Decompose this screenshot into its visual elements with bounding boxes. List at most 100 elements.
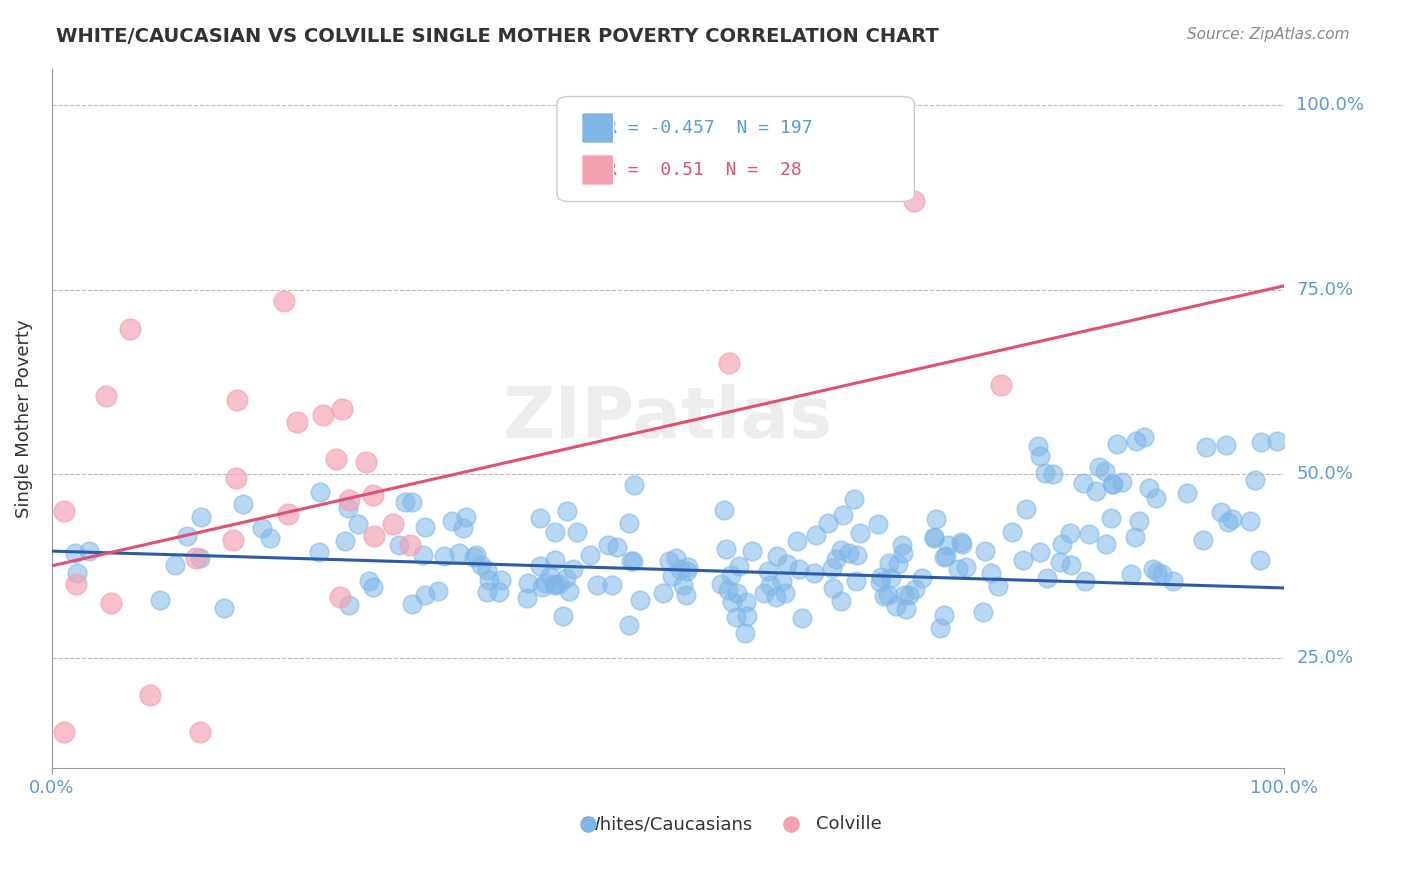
Point — [308, 545, 330, 559]
Point — [817, 516, 839, 530]
Point — [184, 550, 207, 565]
Point — [1102, 476, 1125, 491]
Text: 25.0%: 25.0% — [1296, 649, 1354, 667]
Point — [53, 724, 76, 739]
Point — [830, 593, 852, 607]
Point — [478, 574, 501, 588]
Point — [548, 576, 571, 591]
Point — [544, 553, 567, 567]
Point — [538, 569, 561, 583]
Point — [325, 451, 347, 466]
Text: R = -0.457  N = 197: R = -0.457 N = 197 — [606, 119, 813, 137]
Point — [741, 544, 763, 558]
Point — [787, 562, 810, 576]
Point — [77, 544, 100, 558]
Point — [651, 586, 673, 600]
Point — [337, 493, 360, 508]
Point — [1133, 430, 1156, 444]
Point — [658, 553, 681, 567]
Point — [401, 597, 423, 611]
Point — [803, 566, 825, 580]
Point — [1052, 537, 1074, 551]
Point — [669, 562, 692, 576]
Point — [65, 576, 87, 591]
Point — [1125, 434, 1147, 448]
Point — [893, 588, 915, 602]
Text: Colville: Colville — [815, 815, 882, 833]
FancyBboxPatch shape — [582, 154, 613, 186]
Point — [718, 356, 741, 370]
Point — [1175, 485, 1198, 500]
Point — [412, 548, 434, 562]
Point — [335, 534, 357, 549]
Point — [727, 558, 749, 573]
Point — [1161, 574, 1184, 588]
Point — [973, 544, 995, 558]
Point — [675, 564, 697, 578]
Point — [491, 574, 513, 588]
Point — [869, 575, 891, 590]
Point — [665, 550, 688, 565]
Point — [1220, 511, 1243, 525]
Point — [821, 582, 844, 596]
Point — [1191, 533, 1213, 547]
Point — [1216, 516, 1239, 530]
Point — [359, 574, 381, 589]
Point — [554, 571, 576, 585]
Point — [830, 543, 852, 558]
Point — [225, 393, 247, 408]
Point — [936, 538, 959, 552]
Point — [897, 588, 920, 602]
Point — [790, 611, 813, 625]
Point — [433, 549, 456, 564]
Point — [980, 566, 1002, 580]
Point — [415, 520, 437, 534]
Point — [394, 495, 416, 509]
Point — [149, 593, 172, 607]
Text: ZIPatlas: ZIPatlas — [503, 384, 832, 453]
Point — [65, 566, 87, 580]
Point — [1026, 439, 1049, 453]
Point — [1144, 491, 1167, 506]
Point — [401, 495, 423, 509]
Point — [557, 583, 579, 598]
Point — [735, 609, 758, 624]
Point — [724, 609, 747, 624]
Point — [388, 538, 411, 552]
Point — [329, 590, 352, 604]
Point — [562, 562, 585, 576]
Point — [225, 470, 247, 484]
Point — [950, 534, 973, 549]
Point — [1071, 475, 1094, 490]
Point — [273, 293, 295, 308]
Point — [1239, 514, 1261, 528]
Point — [1095, 537, 1118, 551]
Point — [565, 524, 588, 539]
Point — [139, 688, 162, 702]
Point — [555, 504, 578, 518]
Point — [477, 563, 499, 577]
Point — [621, 554, 644, 568]
Point — [250, 521, 273, 535]
Point — [1059, 526, 1081, 541]
Point — [222, 533, 245, 547]
Point — [176, 529, 198, 543]
Point — [1099, 510, 1122, 524]
Point — [1195, 440, 1218, 454]
Point — [870, 570, 893, 584]
Point — [765, 590, 787, 604]
Point — [617, 516, 640, 530]
Y-axis label: Single Mother Poverty: Single Mother Poverty — [15, 319, 32, 517]
Point — [440, 515, 463, 529]
Point — [165, 558, 187, 572]
Point — [849, 525, 872, 540]
Point — [1036, 570, 1059, 584]
Point — [579, 548, 602, 562]
Point — [758, 564, 780, 578]
FancyBboxPatch shape — [582, 112, 613, 144]
Text: Source: ZipAtlas.com: Source: ZipAtlas.com — [1187, 27, 1350, 42]
Point — [488, 584, 510, 599]
Point — [120, 322, 142, 336]
Point — [596, 538, 619, 552]
Point — [1077, 527, 1099, 541]
